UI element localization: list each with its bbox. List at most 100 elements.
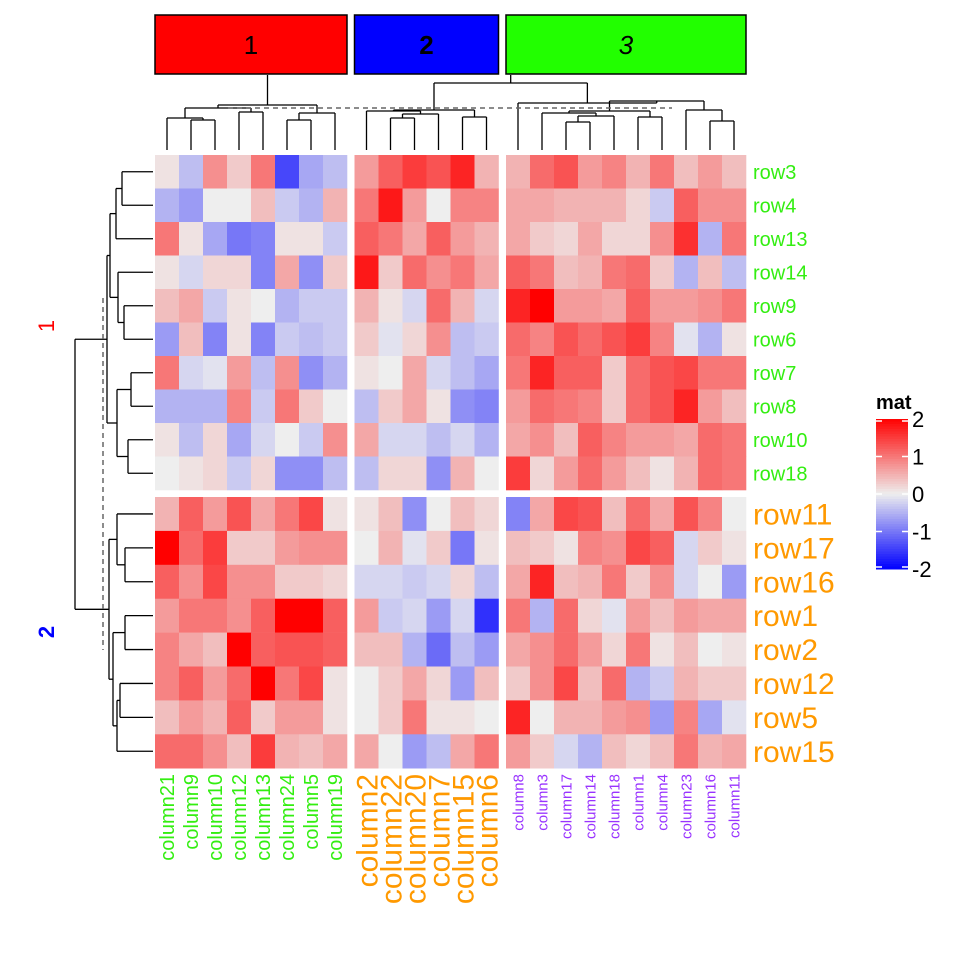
row-label: row15 [753,736,835,769]
column-label: column3 [534,774,551,831]
heatmap-cell [179,222,204,256]
heatmap-cell [275,356,300,390]
heatmap-cell [674,289,699,323]
heatmap-cell [179,666,204,701]
heatmap-cell [179,356,204,390]
heatmap-cell [203,530,228,566]
heatmap-cell [402,389,427,424]
heatmap-cell [299,155,324,189]
heatmap-cell [299,322,324,357]
heatmap-cell [650,456,675,491]
legend-gradient-segment [876,496,908,500]
row-label: row11 [753,498,832,531]
heatmap-cell [530,188,555,223]
legend-gradient-segment [876,529,908,532]
legend-gradient-segment [876,526,908,530]
heatmap-cell [698,289,723,323]
heatmap-cell [554,188,579,223]
heatmap-cell [426,456,451,491]
heatmap-cell [155,666,180,701]
heatmap-cell [450,734,475,769]
heatmap-cell [530,155,555,189]
heatmap-cell [354,497,379,532]
heatmap-cell [626,456,651,491]
heatmap-cell [602,734,627,769]
row-group-label: 1 [34,320,59,332]
heatmap-cell [722,734,747,769]
legend-gradient-segment [876,561,908,565]
heatmap-cell [323,356,348,390]
heatmap-cell [354,632,379,667]
heatmap-cell [474,155,499,189]
heatmap-cell [554,530,579,566]
heatmap-cell [722,389,747,424]
legend-gradient-segment [876,506,908,510]
heatmap-cell [650,356,675,390]
heatmap-cell [354,530,379,566]
heatmap-cell [378,598,403,633]
heatmap-cell [354,155,379,189]
heatmap-cell [626,598,651,633]
heatmap-cell [378,700,403,735]
heatmap-cell [275,598,300,633]
heatmap-cell [602,598,627,633]
heatmap-cell [530,356,555,390]
heatmap-cell [155,222,180,256]
column-label: column19 [325,774,347,861]
heatmap-cell [179,632,204,667]
heatmap-cell [474,598,499,633]
heatmap-cell [650,423,675,457]
row-label: row5 [753,702,818,735]
heatmap-cell [450,356,475,390]
heatmap-cell [626,289,651,323]
column-label: column12 [229,774,251,861]
heatmap-cell [227,632,252,667]
heatmap-cell [227,497,252,532]
heatmap-cell [203,289,228,323]
column-label: column7 [423,774,456,887]
heatmap-cell [203,564,228,599]
heatmap-cell [155,389,180,424]
heatmap-cell [578,222,603,256]
heatmap-cell [323,456,348,491]
row-label: row3 [753,162,796,184]
heatmap-cell [251,289,276,323]
heatmap-cell [203,734,228,769]
heatmap-cell [275,497,300,532]
legend-gradient-segment [876,521,908,525]
row-label: row16 [753,566,835,599]
heatmap-cell [530,423,555,457]
heatmap-cell [402,598,427,633]
heatmap-cell [578,155,603,189]
legend-gradient-segment [876,524,908,527]
column-label: column5 [301,774,323,850]
heatmap-cell [626,530,651,566]
heatmap-cell [506,564,531,599]
heatmap-cell [203,322,228,357]
heatmap-cell [674,497,699,532]
heatmap-cell [179,289,204,323]
heatmap-cell [275,666,300,701]
legend-gradient-segment [876,539,908,542]
heatmap-cell [674,456,699,491]
heatmap-cell [626,497,651,532]
heatmap-cell [474,423,499,457]
heatmap-cell [506,188,531,223]
heatmap-cell [450,530,475,566]
heatmap-cell [450,564,475,599]
heatmap-cell [674,155,699,189]
heatmap-cell [674,666,699,701]
heatmap-cell [450,389,475,424]
heatmap-cell [650,322,675,357]
legend-tick-label: 2 [912,407,924,432]
legend-title: mat [876,392,912,414]
heatmap-cell [450,423,475,457]
column-label: column20 [399,774,432,904]
heatmap-cell [698,734,723,769]
heatmap-cell [299,456,324,491]
heatmap-cell [155,255,180,290]
heatmap-cell [402,222,427,256]
heatmap-cell [426,530,451,566]
heatmap-cell [179,700,204,735]
